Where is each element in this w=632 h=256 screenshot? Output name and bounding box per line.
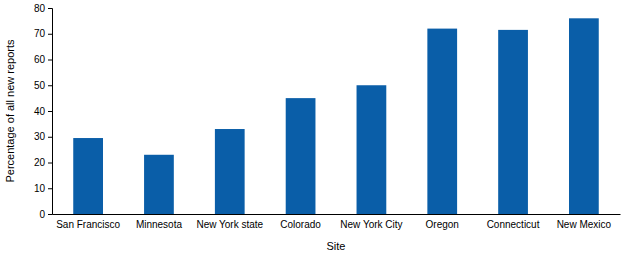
x-tick-label: San Francisco — [56, 219, 120, 230]
x-tick: New Mexico — [557, 219, 612, 230]
y-tick: 30 — [34, 131, 52, 142]
y-tick-mark — [48, 163, 52, 164]
x-tick: San Francisco — [56, 219, 120, 230]
x-tick-label: Colorado — [280, 219, 321, 230]
x-axis: San Francisco Minnesota New York state Colo… — [53, 215, 621, 231]
y-tick-mark — [48, 137, 52, 138]
x-tick: Connecticut — [487, 219, 540, 230]
y-tick-mark — [48, 214, 52, 215]
y-tick-label: 50 — [34, 80, 46, 91]
y-tick-mark — [48, 188, 52, 189]
y-axis: 0 10 20 30 40 50 60 70 80 — [34, 3, 53, 220]
bar — [286, 98, 316, 214]
y-tick: 80 — [34, 3, 52, 14]
x-tick: Minnesota — [136, 219, 183, 230]
y-tick-mark — [48, 60, 52, 61]
y-tick-label: 0 — [39, 209, 45, 220]
chart: 0 10 20 30 40 50 60 70 80 San Francisco Minnesota N… — [0, 0, 632, 256]
x-tick-label: New York state — [196, 219, 263, 230]
y-tick-mark — [48, 8, 52, 9]
y-tick-label: 60 — [34, 54, 46, 65]
y-tick: 70 — [34, 28, 52, 39]
y-tick-mark — [48, 85, 52, 86]
x-axis-title: Site — [327, 240, 346, 252]
x-tick: New York state — [196, 219, 263, 230]
x-axis-line — [53, 214, 621, 215]
y-tick-label: 20 — [34, 157, 46, 168]
bar — [498, 30, 528, 214]
x-tick-label: Oregon — [426, 219, 459, 230]
y-tick: 0 — [39, 209, 52, 220]
y-tick-label: 70 — [34, 28, 46, 39]
y-tick-label: 10 — [34, 183, 46, 194]
y-tick-label: 30 — [34, 131, 46, 142]
bar — [569, 18, 599, 214]
bars — [73, 18, 599, 214]
x-tick-label: Minnesota — [136, 219, 183, 230]
plot-area: 0 10 20 30 40 50 60 70 80 San Francisco Minnesota N… — [34, 3, 621, 230]
y-tick-mark — [48, 111, 52, 112]
bar — [215, 129, 245, 214]
bar — [427, 29, 457, 214]
y-axis-title: Percentage of all new reports — [4, 39, 16, 183]
y-tick: 40 — [34, 106, 52, 117]
y-tick: 50 — [34, 80, 52, 91]
x-tick-label: New York City — [340, 219, 402, 230]
x-tick: Colorado — [280, 219, 321, 230]
bar — [73, 138, 103, 214]
bar — [357, 85, 387, 214]
x-tick: New York City — [340, 219, 402, 230]
y-tick-label: 80 — [34, 3, 46, 14]
y-tick-label: 40 — [34, 106, 46, 117]
x-tick: Oregon — [426, 219, 459, 230]
x-tick-label: Connecticut — [487, 219, 540, 230]
bar — [144, 155, 174, 214]
y-tick-mark — [48, 34, 52, 35]
y-tick: 60 — [34, 54, 52, 65]
y-tick: 20 — [34, 157, 52, 168]
y-axis-line — [48, 9, 53, 215]
x-tick-label: New Mexico — [557, 219, 612, 230]
y-tick: 10 — [34, 183, 52, 194]
